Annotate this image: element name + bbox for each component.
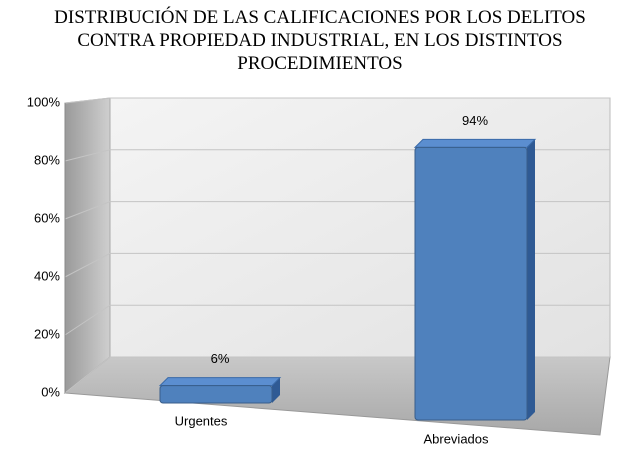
bar-front [414,146,528,421]
y-tick-label: 60% [34,210,60,225]
bar [158,377,282,404]
y-tick-label: 100% [27,94,61,109]
bar-top [413,138,537,148]
side-wall [64,97,111,395]
bar-top [158,377,282,387]
value-label: 6% [211,351,230,366]
bar-front [159,385,273,404]
y-tick-label: 20% [34,326,60,341]
y-tick-label: 80% [34,152,60,167]
x-tick-label: Urgentes [175,413,228,428]
chart-title: DISTRIBUCIÓN DE LAS CALIFICACIONES POR L… [54,7,586,74]
bar [413,138,537,421]
y-tick-label: 0% [41,384,60,399]
value-label: 94% [462,113,488,128]
grid-line [64,97,610,104]
y-tick-label: 40% [34,268,60,283]
x-tick-label: Abreviados [423,431,489,446]
bar-side [527,139,535,420]
